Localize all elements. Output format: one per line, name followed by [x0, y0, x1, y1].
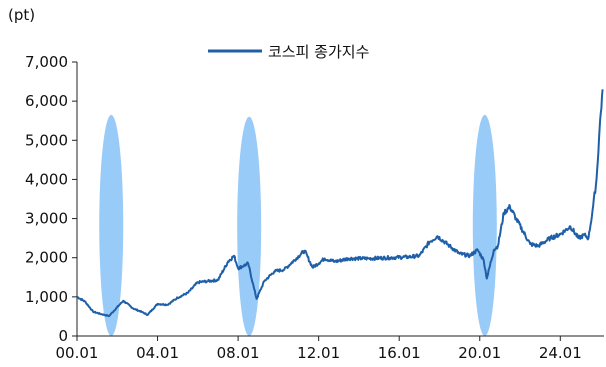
- x-tick-label: 16.01: [378, 344, 421, 362]
- x-tick-label: 04.01: [136, 344, 179, 362]
- y-tick-label: 6,000: [25, 92, 68, 110]
- x-tick-label: 00.01: [56, 344, 99, 362]
- y-tick-label: 2,000: [25, 249, 68, 267]
- y-unit-label: (pt): [8, 6, 36, 24]
- y-tick-label: 0: [58, 327, 68, 345]
- highlight-ellipses: [99, 114, 497, 337]
- x-tick-label: 20.01: [458, 344, 501, 362]
- legend-label: 코스피 종가지수: [268, 43, 369, 61]
- y-tick-label: 3,000: [25, 210, 68, 228]
- highlight-ellipse-1: [99, 114, 124, 336]
- y-tick-label: 1,000: [25, 288, 68, 306]
- series-line-1: [76, 89, 604, 318]
- highlight-ellipse-2: [237, 116, 262, 337]
- x-tick-label: 08.01: [217, 344, 260, 362]
- series-lines: [76, 89, 604, 318]
- highlight-ellipse-3: [472, 114, 497, 336]
- axes: 0 1,000 2,000 3,000 4,000 5,000 6,000 7,000 00.0…: [25, 53, 604, 362]
- x-tick-label: 24.01: [539, 344, 582, 362]
- y-tick-label: 5,000: [25, 131, 68, 149]
- y-tick-label: 7,000: [25, 53, 68, 71]
- x-tick-label: 12.01: [297, 344, 340, 362]
- y-tick-label: 4,000: [25, 170, 68, 188]
- legend: 코스피 종가지수: [208, 43, 369, 61]
